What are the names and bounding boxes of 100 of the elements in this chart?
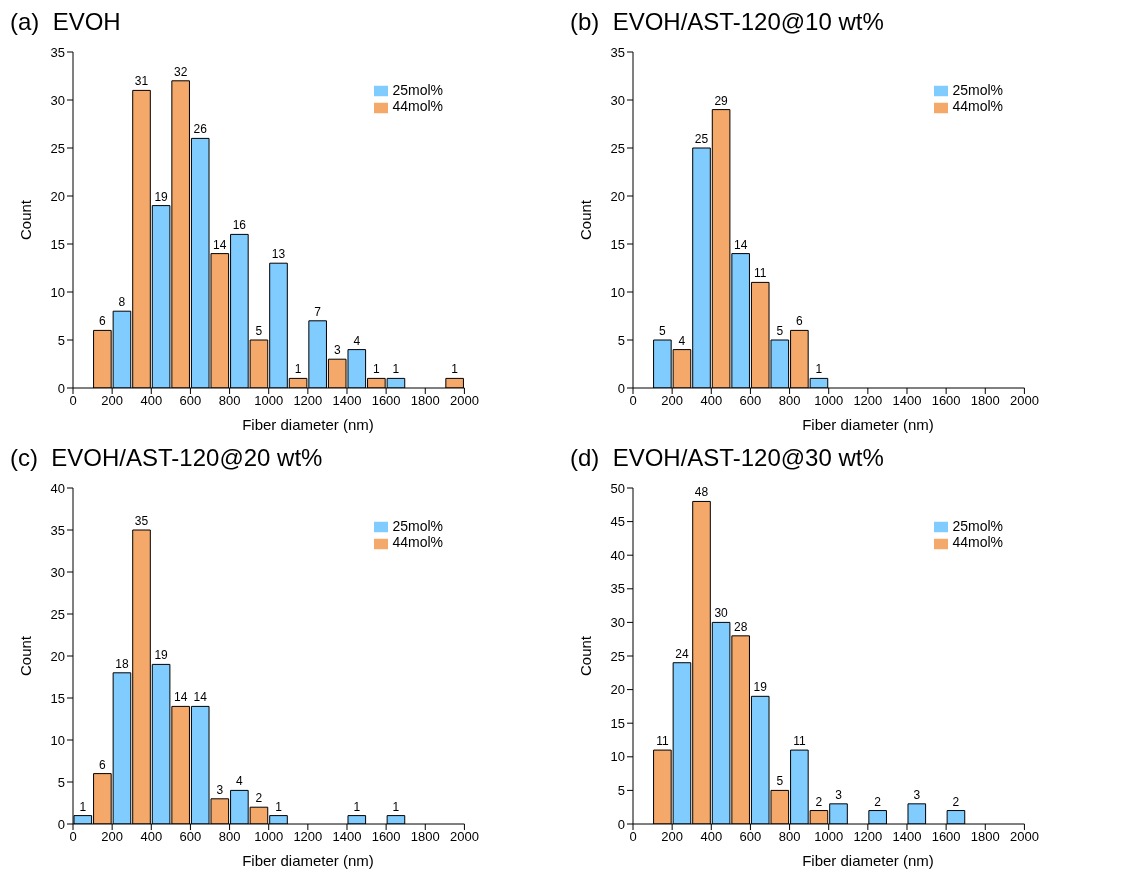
data-label: 2 [815, 794, 823, 809]
x-tick-label: 200 [661, 393, 683, 409]
y-tick-label: 45 [610, 514, 625, 530]
data-label: 2 [874, 794, 882, 809]
data-label: 3 [333, 343, 341, 358]
y-tick-label: 10 [610, 284, 625, 300]
y-tick-label: 0 [617, 380, 625, 396]
data-label: 24 [675, 646, 689, 661]
data-label: 4 [678, 333, 686, 348]
x-tick-label: 0 [69, 829, 77, 845]
data-label: 1 [392, 362, 400, 377]
y-tick-label: 50 [610, 480, 625, 496]
y-tick-label: 10 [610, 749, 625, 765]
data-label: 5 [255, 324, 263, 338]
x-tick-label: 800 [218, 829, 241, 845]
data-label: 19 [154, 189, 169, 204]
x-tick-label: 1200 [853, 829, 883, 845]
data-label: 4 [236, 774, 244, 789]
y-tick-label: 15 [50, 690, 65, 706]
x-tick-label: 400 [700, 829, 723, 845]
x-axis-title: Fiber diameter (nm) [801, 852, 935, 869]
y-tick-label: 10 [50, 284, 65, 300]
x-tick-label: 200 [661, 829, 683, 845]
legend-label: 44mol% [952, 534, 1003, 551]
y-tick-label: 15 [610, 715, 625, 731]
data-label: 1 [294, 362, 302, 377]
x-tick-label: 600 [739, 393, 762, 409]
y-tick-label: 30 [50, 92, 65, 108]
x-tick-label: 1000 [254, 393, 284, 409]
x-tick-label: 1600 [371, 393, 401, 409]
data-label: 18 [115, 656, 129, 671]
legend-label: 25mol% [952, 82, 1003, 98]
y-tick-label: 0 [57, 816, 65, 832]
y-tick-label: 5 [57, 774, 65, 790]
x-tick-label: 1200 [853, 393, 883, 409]
y-tick-label: 10 [50, 732, 65, 748]
data-label: 3 [835, 787, 843, 802]
data-label: 7 [314, 304, 322, 319]
x-tick-label: 1400 [332, 829, 362, 845]
chart-title: (b) EVOH/AST-120@10 wt% [569, 8, 885, 37]
y-tick-label: 40 [50, 480, 65, 496]
x-tick-label: 200 [101, 393, 123, 409]
x-tick-label: 800 [218, 393, 241, 409]
data-label: 32 [173, 64, 188, 79]
x-tick-label: 1000 [814, 829, 844, 845]
y-tick-label: 20 [50, 188, 65, 204]
data-label: 29 [714, 93, 729, 108]
data-label: 4 [353, 333, 361, 348]
data-label: 1 [79, 799, 87, 814]
y-tick-label: 15 [50, 236, 65, 252]
legend-label: 25mol% [392, 82, 443, 98]
y-tick-label: 35 [610, 581, 625, 597]
legend-label: 25mol% [392, 518, 443, 534]
data-label: 1 [392, 799, 400, 814]
y-tick-label: 20 [610, 682, 625, 698]
x-axis-title: Fiber diameter (nm) [241, 416, 375, 433]
y-tick-label: 0 [57, 380, 65, 396]
y-tick-label: 25 [50, 140, 65, 156]
data-label: 31 [134, 74, 149, 89]
x-tick-label: 0 [629, 393, 637, 409]
x-tick-label: 800 [778, 829, 801, 845]
data-label: 1 [451, 362, 459, 377]
data-label: 3 [913, 787, 921, 802]
chart-title: (c) EVOH/AST-120@20 wt% [9, 444, 324, 473]
y-tick-label: 20 [610, 188, 625, 204]
data-label: 2 [255, 791, 263, 806]
y-axis-title: Count [17, 199, 35, 240]
data-label: 35 [134, 514, 149, 528]
y-tick-label: 25 [610, 648, 625, 664]
y-tick-label: 0 [617, 816, 625, 832]
x-tick-label: 600 [739, 829, 762, 845]
y-tick-label: 35 [50, 44, 65, 60]
x-tick-label: 1800 [410, 393, 440, 409]
x-tick-label: 1200 [293, 393, 323, 409]
x-tick-label: 1800 [410, 829, 440, 845]
x-tick-label: 2000 [449, 829, 479, 845]
x-tick-label: 600 [179, 393, 202, 409]
x-tick-label: 1400 [892, 829, 922, 845]
x-tick-label: 1800 [970, 829, 1000, 845]
y-tick-label: 40 [610, 547, 625, 563]
x-tick-label: 1400 [892, 393, 922, 409]
x-tick-label: 2000 [1009, 393, 1039, 409]
x-tick-label: 1600 [931, 393, 961, 409]
data-label: 19 [753, 680, 768, 695]
y-tick-label: 5 [617, 783, 625, 799]
data-label: 5 [776, 774, 784, 789]
x-tick-label: 400 [700, 393, 723, 409]
data-label: 26 [193, 122, 208, 137]
data-label: 14 [173, 690, 188, 705]
y-tick-label: 20 [50, 648, 65, 664]
x-axis-title: Fiber diameter (nm) [241, 852, 375, 869]
data-label: 2 [952, 794, 960, 809]
data-label: 11 [656, 734, 669, 749]
x-tick-label: 1000 [254, 829, 284, 845]
data-label: 11 [793, 734, 806, 749]
legend-label: 44mol% [392, 98, 443, 115]
data-label: 1 [353, 799, 361, 814]
x-tick-label: 200 [101, 829, 123, 845]
legend-label: 44mol% [952, 98, 1003, 115]
x-tick-label: 400 [140, 393, 163, 409]
